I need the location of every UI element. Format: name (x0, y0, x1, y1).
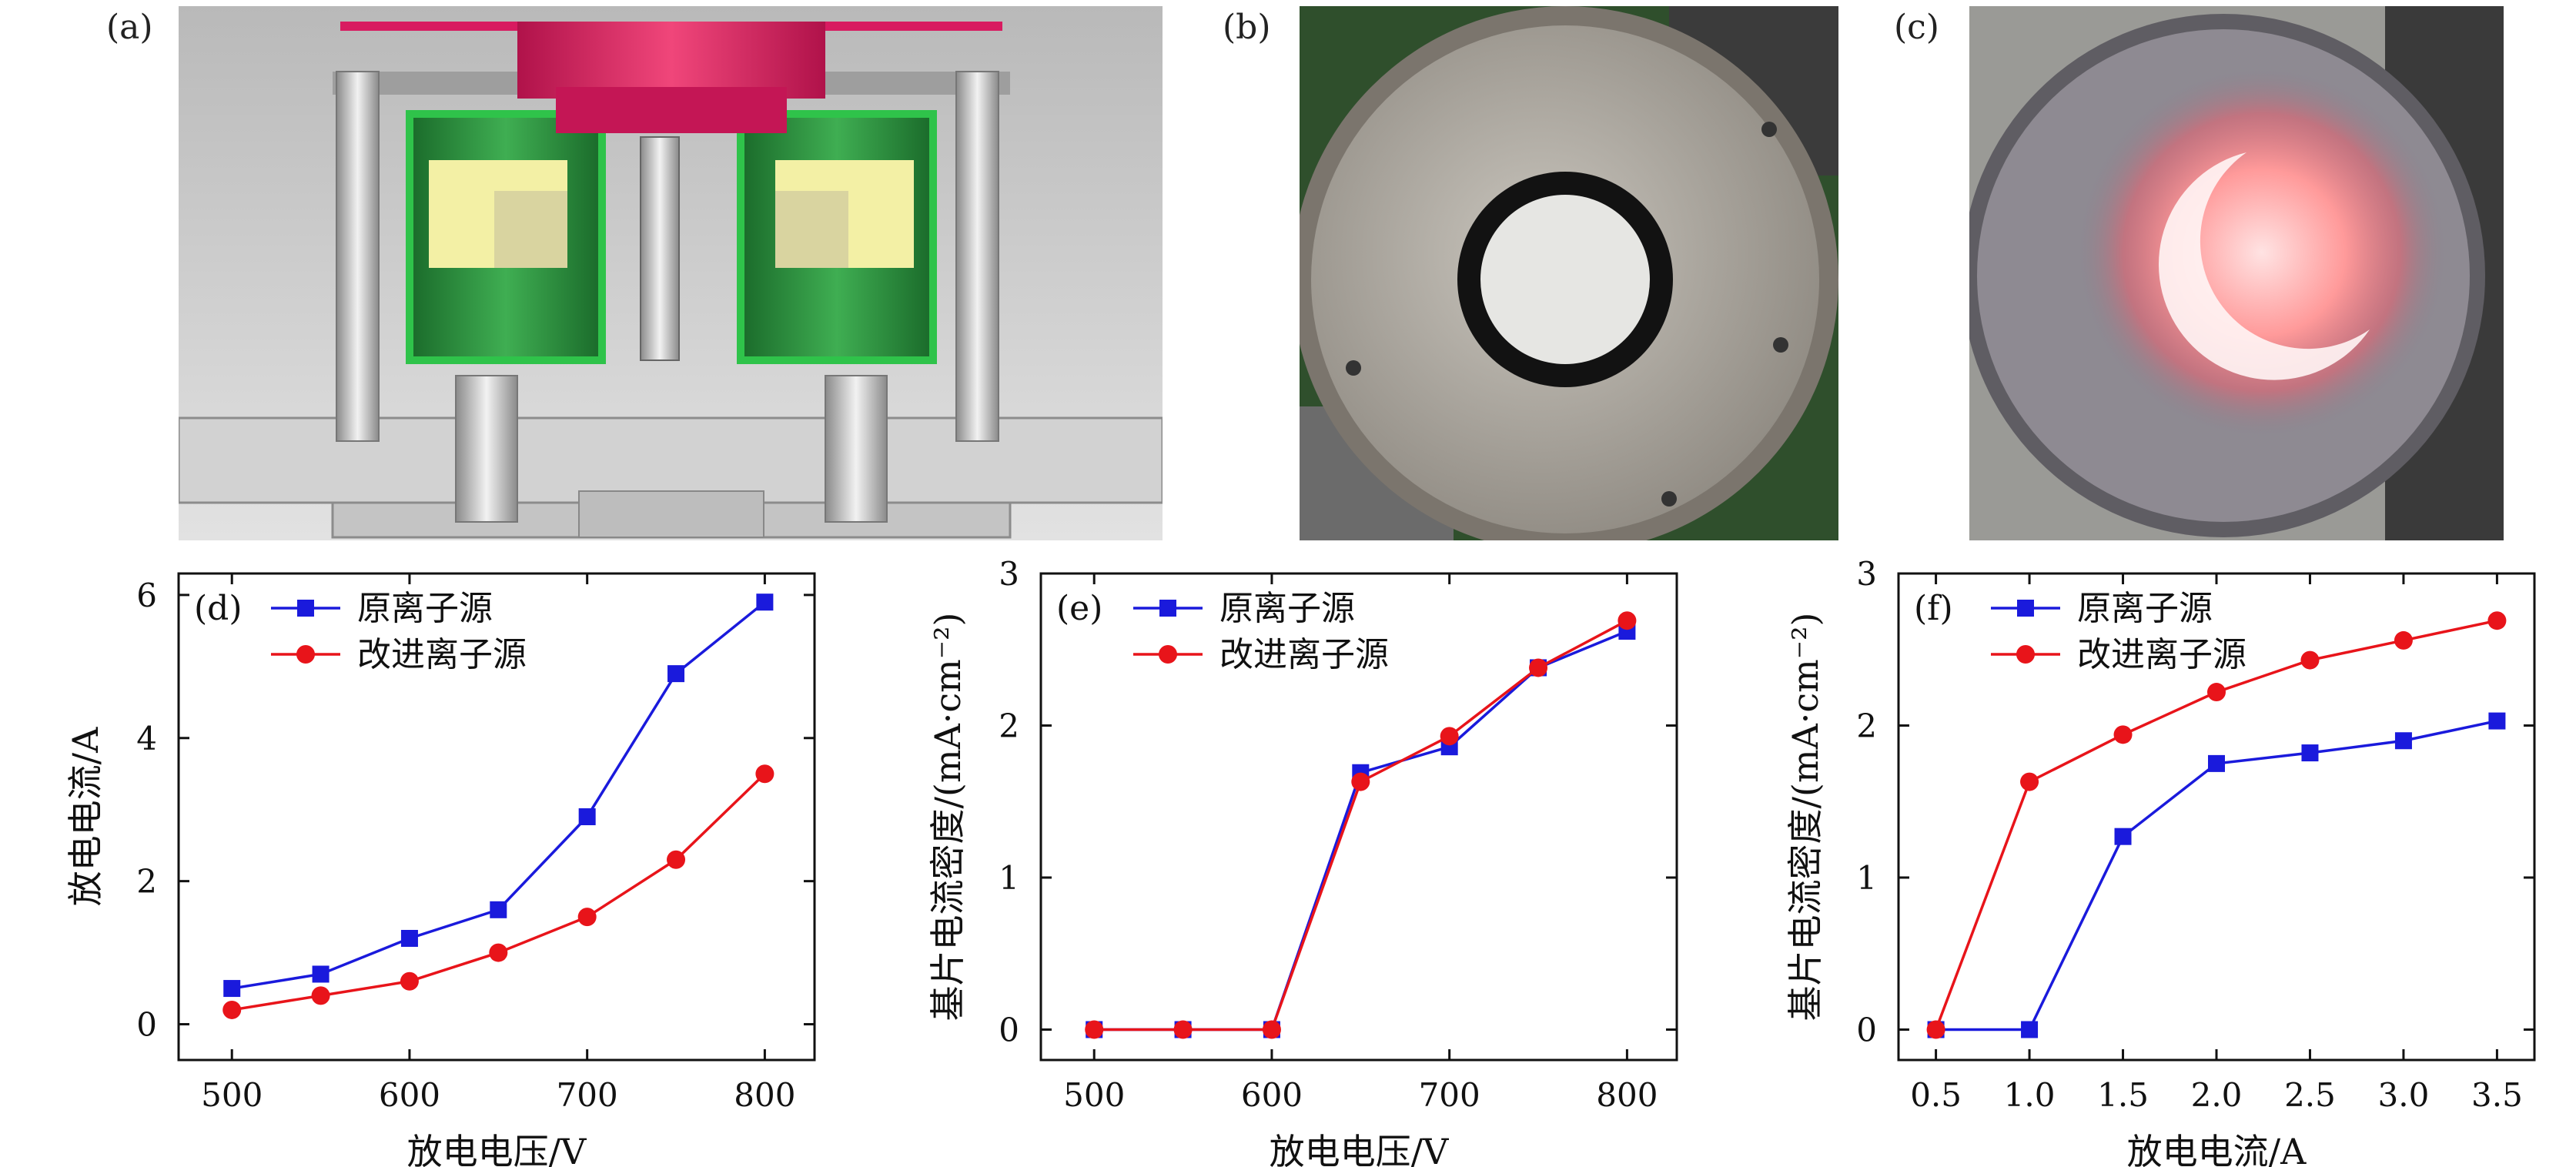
y-tick-label: 2 (1856, 707, 1877, 745)
x-tick-label: 2.0 (2191, 1076, 2243, 1114)
data-point-improved (1262, 1020, 1281, 1039)
x-tick-label: 700 (557, 1076, 618, 1114)
y-tick-label: 0 (1856, 1012, 1877, 1049)
y-tick-label: 0 (136, 1006, 157, 1044)
ion-source-front-photo (1300, 6, 1838, 540)
data-point-improved (489, 943, 508, 962)
x-axis-label: 放电电压/V (1270, 1131, 1449, 1167)
data-point-original (400, 930, 418, 947)
legend-marker-square (2017, 600, 2034, 617)
data-point-original (2208, 754, 2225, 772)
data-point-improved (1351, 772, 1370, 791)
data-point-improved (1440, 727, 1459, 746)
x-tick-label: 3.0 (2378, 1076, 2430, 1114)
data-point-original (756, 594, 774, 611)
y-tick-label: 0 (999, 1012, 1019, 1049)
y-tick-label: 4 (136, 720, 157, 757)
data-point-original (312, 965, 330, 983)
panel-label: (e) (1056, 589, 1102, 628)
y-tick-label: 1 (999, 859, 1019, 897)
y-tick-label: 2 (136, 863, 157, 901)
legend-label: 原离子源 (1219, 589, 1355, 628)
series-line-original (1094, 630, 1628, 1032)
y-tick-label: 1 (1856, 859, 1877, 897)
x-tick-label: 800 (1596, 1076, 1658, 1114)
x-tick-label: 600 (1241, 1076, 1303, 1114)
data-point-improved (1529, 658, 1548, 677)
x-tick-label: 700 (1419, 1076, 1480, 1114)
data-point-improved (1926, 1020, 1945, 1039)
panel-label-b: (b) (1223, 8, 1271, 47)
discharge-glow-photo (1969, 6, 2504, 540)
panel-label: (d) (194, 589, 243, 628)
plot-frame (177, 572, 816, 1062)
panel-label-c: (c) (1894, 8, 1939, 47)
legend-marker-square (1159, 600, 1176, 617)
data-point-improved (1085, 1020, 1104, 1039)
ion-source-cross-section-image (179, 6, 1163, 540)
data-point-original (667, 665, 685, 683)
data-point-original (2488, 712, 2506, 730)
x-tick-label: 500 (201, 1076, 263, 1114)
y-tick-label: 2 (999, 707, 1019, 745)
y-tick-label: 3 (999, 555, 1019, 593)
data-point-improved (667, 850, 686, 869)
chart-e: 500 600 700 800 0 1 2 3 放电电压/V 基片电流密度/(mA·cm⁻²) (e… (927, 555, 1678, 1167)
data-point-original (2114, 828, 2132, 845)
data-point-original (490, 901, 507, 918)
x-tick-label: 800 (734, 1076, 795, 1114)
data-point-original (2394, 732, 2412, 750)
x-tick-label: 1.5 (2097, 1076, 2149, 1114)
data-point-improved (222, 1000, 242, 1019)
x-tick-label: 1.0 (2004, 1076, 2056, 1114)
data-point-improved (2207, 683, 2226, 702)
y-tick-label: 6 (136, 577, 157, 614)
series-line-improved (1934, 619, 2497, 1031)
data-point-improved (1618, 611, 1637, 630)
data-point-improved (2487, 611, 2507, 630)
data-point-improved (2394, 630, 2413, 650)
x-tick-label: 0.5 (1910, 1076, 1962, 1114)
chart-f: 0.5 1.0 1.5 2.0 2.5 3.0 3.5 0 1 2 3 放电电流/A 基片电流密度/(m… (1785, 555, 2536, 1167)
legend-label: 原离子源 (357, 589, 493, 628)
legend-marker-circle (296, 645, 315, 664)
legend-marker-circle (1159, 645, 1177, 664)
legend-label: 改进离子源 (1219, 635, 1389, 674)
data-point-improved (311, 986, 330, 1005)
legend-marker-square (297, 600, 314, 617)
x-tick-label: 3.5 (2471, 1076, 2523, 1114)
legend-marker-circle (2016, 645, 2035, 664)
y-axis-label: 放电电流/A (65, 727, 106, 906)
panel-label-a: (a) (106, 8, 153, 47)
data-point-improved (2113, 725, 2133, 744)
panel-label: (f) (1914, 589, 1953, 628)
legend-label: 改进离子源 (2077, 635, 2246, 674)
x-tick-label: 2.5 (2284, 1076, 2336, 1114)
data-point-original (2301, 744, 2319, 762)
x-axis-label: 放电电压/V (407, 1131, 587, 1167)
data-point-original (2021, 1021, 2039, 1038)
data-point-original (223, 980, 241, 998)
y-tick-label: 3 (1856, 555, 1877, 593)
x-tick-label: 600 (379, 1076, 440, 1114)
legend-label: 原离子源 (2077, 589, 2213, 628)
data-point-improved (2020, 772, 2039, 791)
data-point-improved (2300, 650, 2320, 670)
data-point-improved (1173, 1020, 1193, 1039)
plot-frame (1039, 572, 1678, 1062)
legend-label: 改进离子源 (357, 635, 527, 674)
series-line-improved (1094, 619, 1628, 1032)
x-axis-label: 放电电流/A (2127, 1131, 2307, 1167)
y-axis-label: 基片电流密度/(mA·cm⁻²) (1785, 613, 1826, 1022)
data-point-improved (400, 971, 419, 991)
y-axis-label: 基片电流密度/(mA·cm⁻²) (927, 613, 969, 1022)
data-point-improved (577, 908, 597, 927)
x-tick-label: 500 (1063, 1076, 1125, 1114)
data-point-original (578, 808, 596, 825)
data-point-improved (755, 764, 774, 784)
